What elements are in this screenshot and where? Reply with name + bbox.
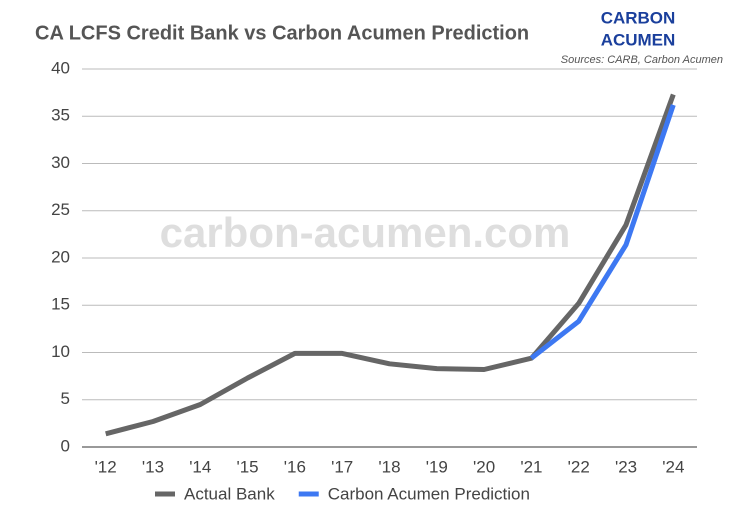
watermark: carbon-acumen.com — [160, 209, 571, 256]
y-tick-label: 25 — [51, 200, 70, 219]
series-line — [529, 104, 676, 361]
x-tick-label: '13 — [142, 457, 164, 476]
y-tick-label: 15 — [51, 295, 70, 314]
y-tick-label: 40 — [51, 58, 70, 77]
x-tick-label: '23 — [615, 457, 637, 476]
y-tick-label: 10 — [51, 342, 70, 361]
x-tick-label: '21 — [520, 457, 542, 476]
y-tick-label: 35 — [51, 106, 70, 125]
y-tick-label: 0 — [61, 436, 70, 455]
x-tick-label: '17 — [331, 457, 353, 476]
legend-label: Carbon Acumen Prediction — [328, 484, 530, 503]
y-tick-label: 30 — [51, 153, 70, 172]
x-tick-label: '16 — [284, 457, 306, 476]
series-line — [105, 93, 676, 437]
y-tick-label: 5 — [61, 389, 70, 408]
x-tick-label: '22 — [568, 457, 590, 476]
chart-title: CA LCFS Credit Bank vs Carbon Acumen Pre… — [35, 22, 529, 44]
x-tick-label: '20 — [473, 457, 495, 476]
legend-label: Actual Bank — [184, 484, 275, 503]
y-tick-label: 20 — [51, 247, 70, 266]
logo-line: ACUMEN — [601, 30, 676, 49]
x-tick-label: '14 — [189, 457, 211, 476]
x-tick-label: '19 — [426, 457, 448, 476]
x-tick-label: '12 — [95, 457, 117, 476]
source-note: Sources: CARB, Carbon Acumen — [561, 54, 723, 66]
x-tick-label: '18 — [378, 457, 400, 476]
x-tick-label: '24 — [662, 457, 684, 476]
x-tick-label: '15 — [236, 457, 258, 476]
logo-line: CARBON — [601, 8, 676, 27]
